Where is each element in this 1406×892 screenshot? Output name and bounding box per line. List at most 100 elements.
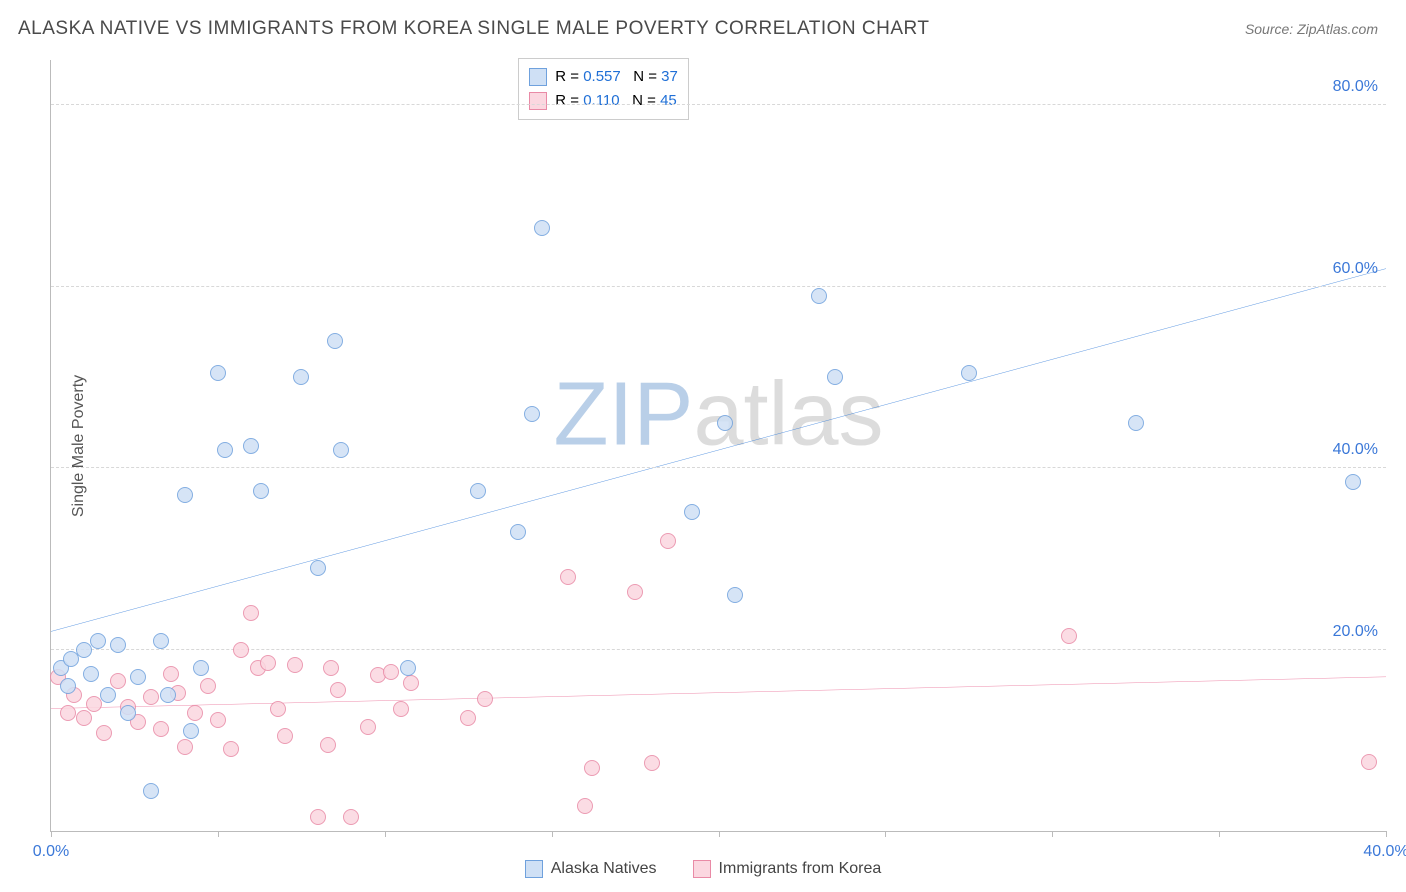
x-tick-mark (719, 831, 720, 837)
data-point (717, 415, 733, 431)
data-point (187, 705, 203, 721)
regression-line (51, 677, 1386, 709)
x-tick-mark (218, 831, 219, 837)
data-point (243, 438, 259, 454)
data-point (827, 369, 843, 385)
data-point (183, 723, 199, 739)
legend-label-korea: Immigrants from Korea (719, 860, 882, 878)
data-point (560, 569, 576, 585)
data-point (310, 560, 326, 576)
data-point (76, 710, 92, 726)
data-point (223, 741, 239, 757)
data-point (120, 705, 136, 721)
data-point (644, 755, 660, 771)
data-point (153, 633, 169, 649)
data-point (260, 655, 276, 671)
data-point (60, 678, 76, 694)
stat-row: R = 0.557 N = 37 (529, 65, 678, 89)
data-point (323, 660, 339, 676)
data-point (270, 701, 286, 717)
data-point (1061, 628, 1077, 644)
data-point (83, 666, 99, 682)
data-point (343, 809, 359, 825)
data-point (584, 760, 600, 776)
data-point (177, 487, 193, 503)
gridline-h (51, 467, 1386, 468)
data-point (524, 406, 540, 422)
legend-swatch-alaska (525, 860, 543, 878)
data-point (577, 798, 593, 814)
data-point (163, 666, 179, 682)
data-point (96, 725, 112, 741)
data-point (477, 691, 493, 707)
data-point (383, 664, 399, 680)
data-point (100, 687, 116, 703)
legend-item-alaska: Alaska Natives (525, 860, 657, 878)
data-point (320, 737, 336, 753)
data-point (210, 365, 226, 381)
data-point (727, 587, 743, 603)
data-point (143, 689, 159, 705)
data-point (961, 365, 977, 381)
data-point (160, 687, 176, 703)
x-tick-label: 40.0% (1363, 843, 1406, 861)
stat-swatch (529, 68, 547, 86)
plot-region: ZIPatlas R = 0.557 N = 37R = 0.110 N = 4… (50, 60, 1386, 832)
data-point (460, 710, 476, 726)
data-point (233, 642, 249, 658)
y-tick-label: 60.0% (1333, 260, 1378, 278)
data-point (684, 504, 700, 520)
data-point (310, 809, 326, 825)
data-point (253, 483, 269, 499)
data-point (293, 369, 309, 385)
data-point (470, 483, 486, 499)
data-point (210, 712, 226, 728)
gridline-h (51, 104, 1386, 105)
watermark-part1: ZIP (553, 364, 693, 464)
gridline-h (51, 286, 1386, 287)
y-tick-label: 80.0% (1333, 78, 1378, 96)
data-point (330, 682, 346, 698)
x-tick-mark (385, 831, 386, 837)
correlation-stat-box: R = 0.557 N = 37R = 0.110 N = 45 (518, 58, 689, 120)
stat-row: R = 0.110 N = 45 (529, 89, 678, 113)
data-point (400, 660, 416, 676)
y-tick-label: 20.0% (1333, 623, 1378, 641)
data-point (1361, 754, 1377, 770)
data-point (217, 442, 233, 458)
x-tick-mark (51, 831, 52, 837)
data-point (287, 657, 303, 673)
data-point (403, 675, 419, 691)
data-point (811, 288, 827, 304)
source-label: Source: ZipAtlas.com (1245, 21, 1378, 37)
stat-text: R = 0.110 N = 45 (555, 89, 677, 113)
data-point (360, 719, 376, 735)
bottom-legend: Alaska Natives Immigrants from Korea (0, 860, 1406, 878)
x-tick-mark (552, 831, 553, 837)
data-point (110, 673, 126, 689)
x-tick-mark (1052, 831, 1053, 837)
chart-title: ALASKA NATIVE VS IMMIGRANTS FROM KOREA S… (18, 18, 930, 40)
data-point (130, 669, 146, 685)
legend-label-alaska: Alaska Natives (551, 860, 657, 878)
data-point (110, 637, 126, 653)
x-tick-mark (1386, 831, 1387, 837)
data-point (90, 633, 106, 649)
stat-text: R = 0.557 N = 37 (555, 65, 678, 89)
gridline-h (51, 649, 1386, 650)
data-point (627, 584, 643, 600)
data-point (1128, 415, 1144, 431)
data-point (660, 533, 676, 549)
data-point (510, 524, 526, 540)
x-tick-mark (1219, 831, 1220, 837)
data-point (534, 220, 550, 236)
data-point (393, 701, 409, 717)
data-point (193, 660, 209, 676)
data-point (333, 442, 349, 458)
data-point (143, 783, 159, 799)
data-point (1345, 474, 1361, 490)
legend-item-korea: Immigrants from Korea (693, 860, 882, 878)
data-point (327, 333, 343, 349)
data-point (277, 728, 293, 744)
data-point (177, 739, 193, 755)
